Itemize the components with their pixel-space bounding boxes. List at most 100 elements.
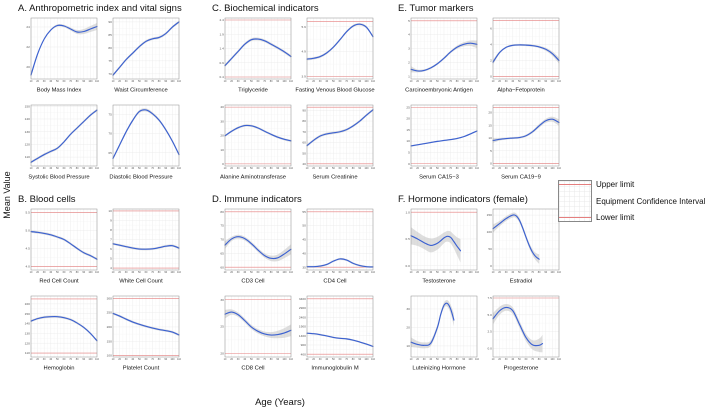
x-tick-label: 80	[538, 167, 541, 170]
subplot-caption: CD3 Cell	[241, 279, 264, 285]
x-tick-label: 30	[423, 80, 426, 83]
y-tick-label: 50	[488, 247, 492, 251]
x-tick-label: 10	[306, 80, 309, 83]
x-tick-label: 40	[429, 358, 432, 361]
y-tick-label: 5	[408, 19, 410, 23]
subplot-caption: Estradiol	[510, 279, 533, 285]
y-tick-label: 6	[110, 247, 112, 251]
confidence-band	[113, 20, 179, 77]
mean-curve	[306, 23, 374, 60]
x-tick-label: 20	[230, 167, 233, 170]
x-tick-label: 110	[95, 80, 100, 83]
x-tick-label: 80	[456, 167, 459, 170]
subplot-fasting-venous-blood-glucose: 3.9 4.9 5.9 10 20 30 40 50 60 70 80 90 100 110 Fasting…	[295, 17, 376, 94]
x-tick-label: 80	[352, 80, 355, 83]
x-tick-label: 100	[550, 167, 555, 170]
mean-curve	[112, 109, 180, 159]
y-tick-label: 80	[220, 210, 224, 214]
x-tick-label: 50	[56, 358, 59, 361]
subplot-caption: White Cell Count	[119, 279, 163, 285]
x-axis-label: Age (Years)	[255, 397, 305, 408]
y-tick-label: 7	[110, 238, 112, 242]
y-tick-label: 900	[301, 343, 306, 347]
mean-curve	[410, 42, 478, 72]
x-tick-label: 40	[325, 271, 328, 274]
x-tick-label: 90	[462, 167, 465, 170]
y-tick-label: 5.9	[301, 25, 306, 29]
y-tick-label: 90	[302, 108, 306, 112]
x-tick-label: 50	[138, 358, 141, 361]
subplot-progesterone: 0.0 2.5 5.0 7.5 10 20 30 40 50 60 70 80 90 100 110 Prog…	[487, 295, 562, 372]
x-tick-label: 20	[230, 358, 233, 361]
x-tick-label: 90	[544, 167, 547, 170]
x-tick-label: 30	[125, 167, 128, 170]
x-tick-label: 80	[158, 358, 161, 361]
x-tick-label: 20	[312, 80, 315, 83]
x-tick-label: 30	[237, 80, 240, 83]
x-tick-label: 80	[270, 167, 273, 170]
x-tick-label: 80	[352, 271, 355, 274]
subplot-caption: Diastolic Blood Pressure	[109, 175, 172, 181]
x-tick-label: 30	[505, 358, 508, 361]
x-tick-label: 40	[131, 80, 134, 83]
x-tick-label: 60	[63, 271, 66, 274]
y-tick-label: 10	[108, 209, 112, 213]
y-tick-label: 10	[220, 148, 224, 152]
x-tick-label: 20	[36, 358, 39, 361]
subplot-immunoglobulin-m: 400 900 1400 1900 2400 2900 3400 10 20 30 40 50 60 70…	[299, 295, 376, 372]
x-tick-label: 50	[250, 80, 253, 83]
x-tick-label: 110	[289, 167, 294, 170]
subplot-alpha-fetoprotein: 0 2 4 6 10 20 30 40 50 60 70 80 90 100 110 Alpha−Fetopr…	[490, 17, 562, 94]
x-tick-label: 100	[550, 80, 555, 83]
mean-curve	[410, 235, 462, 252]
x-tick-label: 100	[468, 271, 473, 274]
subplot-caption: Serum Creatinine	[312, 175, 357, 181]
x-tick-label: 10	[224, 271, 227, 274]
x-tick-label: 40	[325, 358, 328, 361]
y-tick-label: 5.0	[25, 229, 30, 233]
x-tick-label: 50	[518, 167, 521, 170]
y-tick-label: 0.0	[405, 264, 410, 268]
x-tick-label: 40	[49, 80, 52, 83]
mean-curve	[306, 258, 374, 268]
x-tick-label: 30	[125, 358, 128, 361]
x-tick-label: 90	[544, 80, 547, 83]
x-tick-label: 30	[505, 167, 508, 170]
x-tick-label: 40	[131, 271, 134, 274]
x-tick-label: 40	[429, 80, 432, 83]
panel-blood-cells: B. Blood cells 4.0 4.5 5.0 5.5 10 20 30 40 50 60 7…	[18, 194, 184, 380]
panel-grid: 1 2 3 4 5 10 20 30 40 50 60 70 80 90 100 110 Carcinoembr…	[398, 15, 564, 189]
x-tick-label: 110	[95, 167, 100, 170]
x-tick-label: 110	[177, 80, 182, 83]
y-tick-label: 0	[408, 162, 410, 166]
y-tick-label: 200	[107, 325, 112, 329]
x-tick-label: 10	[410, 358, 413, 361]
y-tick-label: 2	[490, 59, 492, 63]
x-tick-label: 100	[468, 167, 473, 170]
x-tick-label: 10	[30, 167, 33, 170]
x-tick-label: 100	[364, 271, 369, 274]
x-tick-label: 70	[531, 358, 534, 361]
x-tick-label: 50	[332, 167, 335, 170]
x-tick-label: 100	[550, 358, 555, 361]
y-tick-label: 0.0	[487, 346, 492, 350]
x-tick-label: 70	[263, 167, 266, 170]
x-tick-label: 80	[456, 271, 459, 274]
y-tick-label: 9	[110, 219, 112, 223]
x-tick-label: 50	[518, 271, 521, 274]
mean-curve	[30, 315, 98, 342]
x-tick-label: 80	[456, 80, 459, 83]
x-tick-label: 100	[364, 358, 369, 361]
lower-limit-line	[559, 217, 591, 218]
subplot-caption: Body Mass Index	[37, 88, 82, 94]
panel-grid: 4.0 4.5 5.0 5.5 10 20 30 40 50 60 70 80 90 100 110 Red …	[18, 206, 184, 380]
x-tick-label: 60	[339, 271, 342, 274]
confidence-band	[225, 309, 291, 339]
x-tick-label: 10	[30, 358, 33, 361]
